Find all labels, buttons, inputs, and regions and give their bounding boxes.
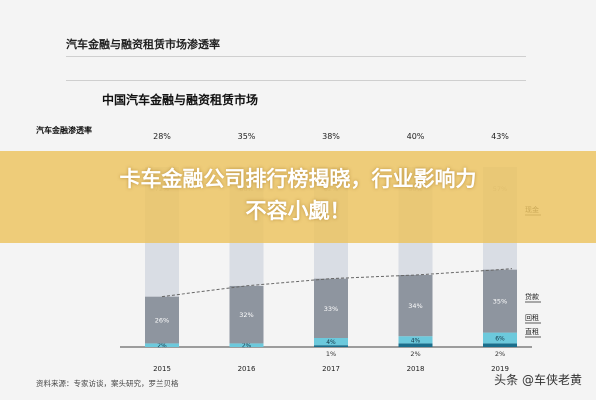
watermark: 头条 @车侠老黄	[494, 373, 582, 387]
headline-banner	[0, 151, 596, 243]
x-tick-2016: 2016	[238, 365, 256, 373]
x-tick-2015: 2015	[153, 365, 171, 373]
bar-2018-直租	[398, 343, 433, 347]
bar-2019-直租	[483, 343, 517, 347]
penetration-2017: 38%	[322, 132, 340, 141]
label-2016-回租: 2%	[242, 343, 252, 350]
label-2018-贷款: 34%	[408, 302, 422, 310]
bar-2019-贷款	[483, 269, 517, 333]
x-tick-2019: 2019	[491, 365, 509, 373]
label-2015-回租: 2%	[157, 343, 167, 350]
trend-line	[161, 268, 513, 298]
headline-line-2: 不容小觑！	[245, 199, 351, 223]
legend-直租: 直租	[525, 327, 539, 336]
bar-2019-回租	[483, 332, 517, 344]
bar-2018-回租	[398, 336, 433, 344]
penetration-2015: 28%	[153, 132, 171, 141]
penetration-row-label: 汽车金融渗透率	[36, 126, 92, 135]
bar-2015-贷款	[145, 296, 179, 344]
x-tick-2018: 2018	[407, 365, 425, 373]
label-2016-贷款: 32%	[239, 311, 253, 319]
legend-回租: 回租	[525, 314, 539, 322]
label-2017-直租: 1%	[326, 350, 336, 358]
top-divider	[66, 56, 526, 57]
bar-2016-贷款	[229, 285, 264, 344]
headline: 卡车金融公司排行榜揭晓，行业影响力 不容小觑！	[0, 163, 596, 227]
label-2017-贷款: 33%	[324, 305, 338, 313]
legend-贷款: 贷款	[525, 292, 539, 301]
penetration-2016: 35%	[238, 132, 256, 141]
bar-2016-回租	[229, 343, 264, 347]
source-note: 资料来源：专家访谈，案头研究，罗兰贝格	[36, 379, 179, 388]
label-2017-回租: 4%	[326, 339, 336, 346]
chart-divider	[66, 80, 526, 81]
bar-2017-直租	[314, 345, 348, 347]
label-2019-直租: 2%	[495, 350, 505, 358]
bar-2015-回租	[145, 343, 179, 347]
bar-2018-贷款	[398, 275, 433, 337]
bar-2017-回租	[314, 338, 348, 346]
label-2018-直租: 2%	[410, 350, 420, 358]
page-top-title: 汽车金融与融资租赁市场渗透率	[66, 38, 220, 51]
label-2015-贷款: 26%	[155, 317, 169, 325]
label-2018-回租: 4%	[411, 337, 421, 344]
x-tick-2017: 2017	[322, 365, 340, 373]
label-2019-回租: 6%	[495, 336, 505, 343]
bar-2017-贷款	[314, 278, 348, 338]
chart-title: 中国汽车金融与融资租赁市场	[102, 93, 259, 107]
label-2019-贷款: 35%	[493, 298, 507, 306]
penetration-2018: 40%	[407, 132, 425, 141]
headline-line-1: 卡车金融公司排行榜揭晓，行业影响力	[119, 167, 477, 191]
penetration-2019: 43%	[491, 132, 509, 141]
